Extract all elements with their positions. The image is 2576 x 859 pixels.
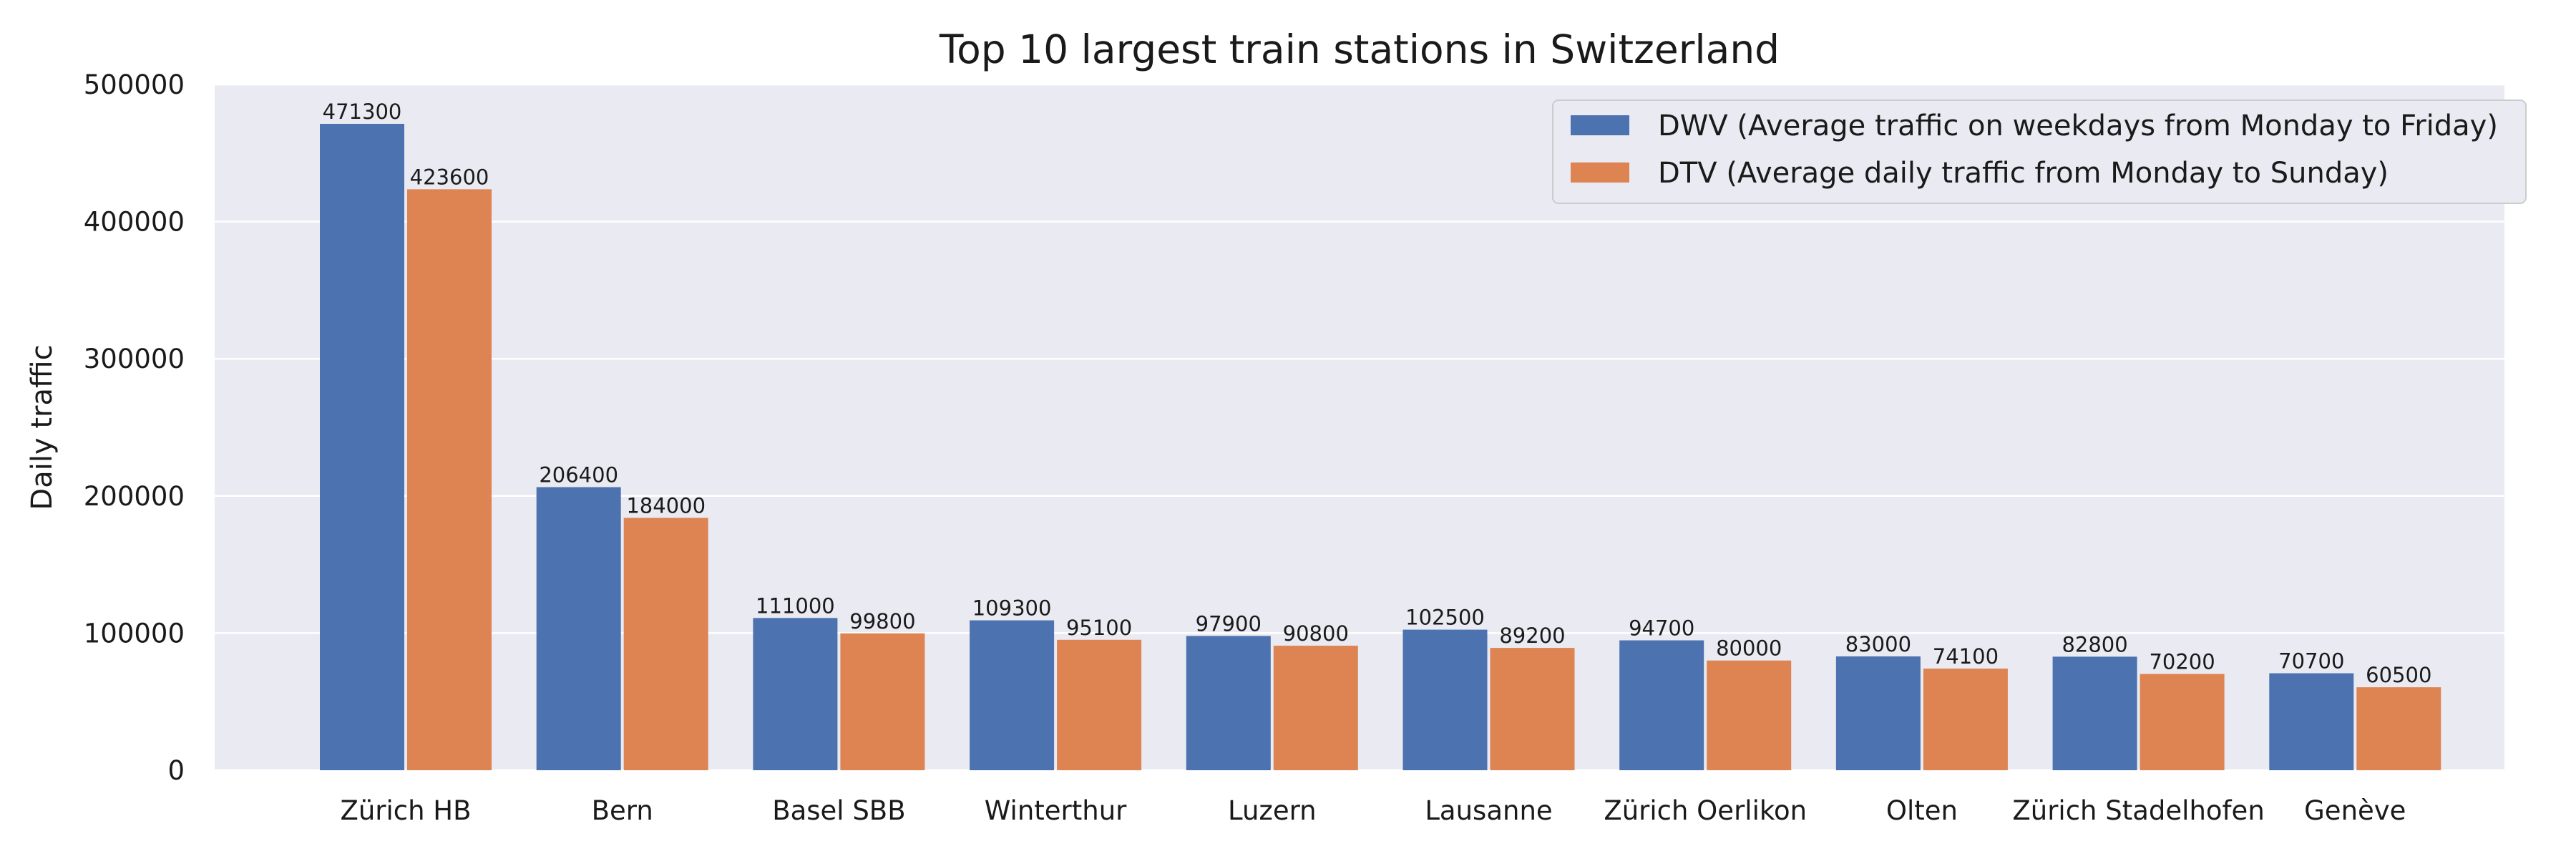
x-tick-label: Zürich HB (340, 795, 471, 826)
bar-value-label: 89200 (1499, 623, 1565, 648)
x-tick-label: Genève (2304, 795, 2406, 826)
bar-value-label: 70200 (2149, 649, 2215, 674)
legend: DWV (Average traffic on weekdays from Mo… (1552, 100, 2527, 204)
bar-value-label: 111000 (756, 593, 835, 618)
bars (320, 123, 2441, 770)
bar-value-label: 94700 (1629, 616, 1694, 641)
x-tick-label: Olten (1886, 795, 1958, 826)
x-tick-label: Winterthur (985, 795, 1127, 826)
bar-value-label: 70700 (2278, 649, 2344, 674)
bar-dwv (2052, 656, 2137, 770)
y-axis-label: Daily traffic (26, 344, 59, 510)
bar-value-label: 206400 (539, 463, 618, 487)
x-tick-label: Zürich Stadelhofen (2012, 795, 2264, 826)
bar-dtv (2356, 687, 2441, 770)
y-tick-label: 500000 (84, 69, 185, 100)
bar-dtv (407, 189, 492, 770)
bar-value-label: 99800 (849, 609, 915, 634)
bar-value-label: 90800 (1283, 621, 1349, 646)
x-axis-ticks: Zürich HB Bern Basel SBB Winterthur Luzern La… (340, 795, 2406, 826)
bar-value-label: 102500 (1405, 606, 1485, 630)
bar-value-label: 80000 (1716, 636, 1782, 661)
bar-value-label: 109300 (972, 596, 1052, 621)
bar-value-label: 423600 (410, 165, 489, 189)
legend-entry-dwv: DWV (Average traffic on weekdays from Mo… (1658, 110, 2498, 142)
bar-dwv (2269, 673, 2354, 770)
bar-dtv (840, 633, 925, 770)
bar-dwv (1186, 636, 1271, 770)
bar-dwv (970, 620, 1055, 770)
bar-value-label: 74100 (1933, 644, 1999, 669)
y-tick-label: 100000 (84, 618, 185, 649)
y-axis-ticks: 0 100000 200000 300000 400000 500000 (84, 69, 185, 786)
data-labels: 471300 423600 206400 184000 111000 99800 10930… (323, 100, 2432, 687)
bar-dwv (1835, 656, 1921, 770)
bar-value-label: 97900 (1196, 611, 1262, 636)
bar-dtv (1707, 660, 1792, 770)
bar-dtv (1273, 646, 1358, 770)
bar-dwv (1402, 629, 1488, 770)
bar-value-label: 95100 (1066, 616, 1132, 640)
bar-dtv (623, 518, 708, 770)
y-tick-label: 200000 (84, 481, 185, 512)
bar-dtv (1490, 648, 1575, 770)
legend-swatch-dtv (1571, 162, 1629, 183)
bar-dwv (1619, 640, 1704, 770)
bar-dtv (1923, 669, 2008, 770)
x-tick-label: Bern (592, 795, 653, 826)
x-tick-label: Basel SBB (772, 795, 905, 826)
legend-box (1552, 100, 2527, 204)
bar-value-label: 471300 (323, 100, 402, 124)
bar-value-label: 184000 (626, 493, 706, 518)
bar-value-label: 60500 (2366, 663, 2431, 687)
bar-value-label: 82800 (2062, 632, 2127, 656)
chart-title: Top 10 largest train stations in Switzer… (939, 26, 1780, 72)
bar-value-label: 83000 (1845, 632, 1911, 656)
bar-dwv (536, 487, 621, 770)
x-tick-label: Lausanne (1425, 795, 1552, 826)
x-tick-label: Zürich Oerlikon (1604, 795, 1807, 826)
legend-swatch-dwv (1571, 115, 1629, 135)
y-tick-label: 400000 (84, 207, 185, 238)
legend-entry-dtv: DTV (Average daily traffic from Monday t… (1658, 157, 2389, 190)
bar-dtv (2140, 674, 2225, 770)
y-tick-label: 0 (167, 755, 185, 786)
bar-dwv (753, 618, 838, 770)
y-tick-label: 300000 (84, 344, 185, 374)
x-tick-label: Luzern (1228, 795, 1317, 826)
bar-dwv (320, 123, 404, 770)
bar-dtv (1057, 639, 1142, 770)
